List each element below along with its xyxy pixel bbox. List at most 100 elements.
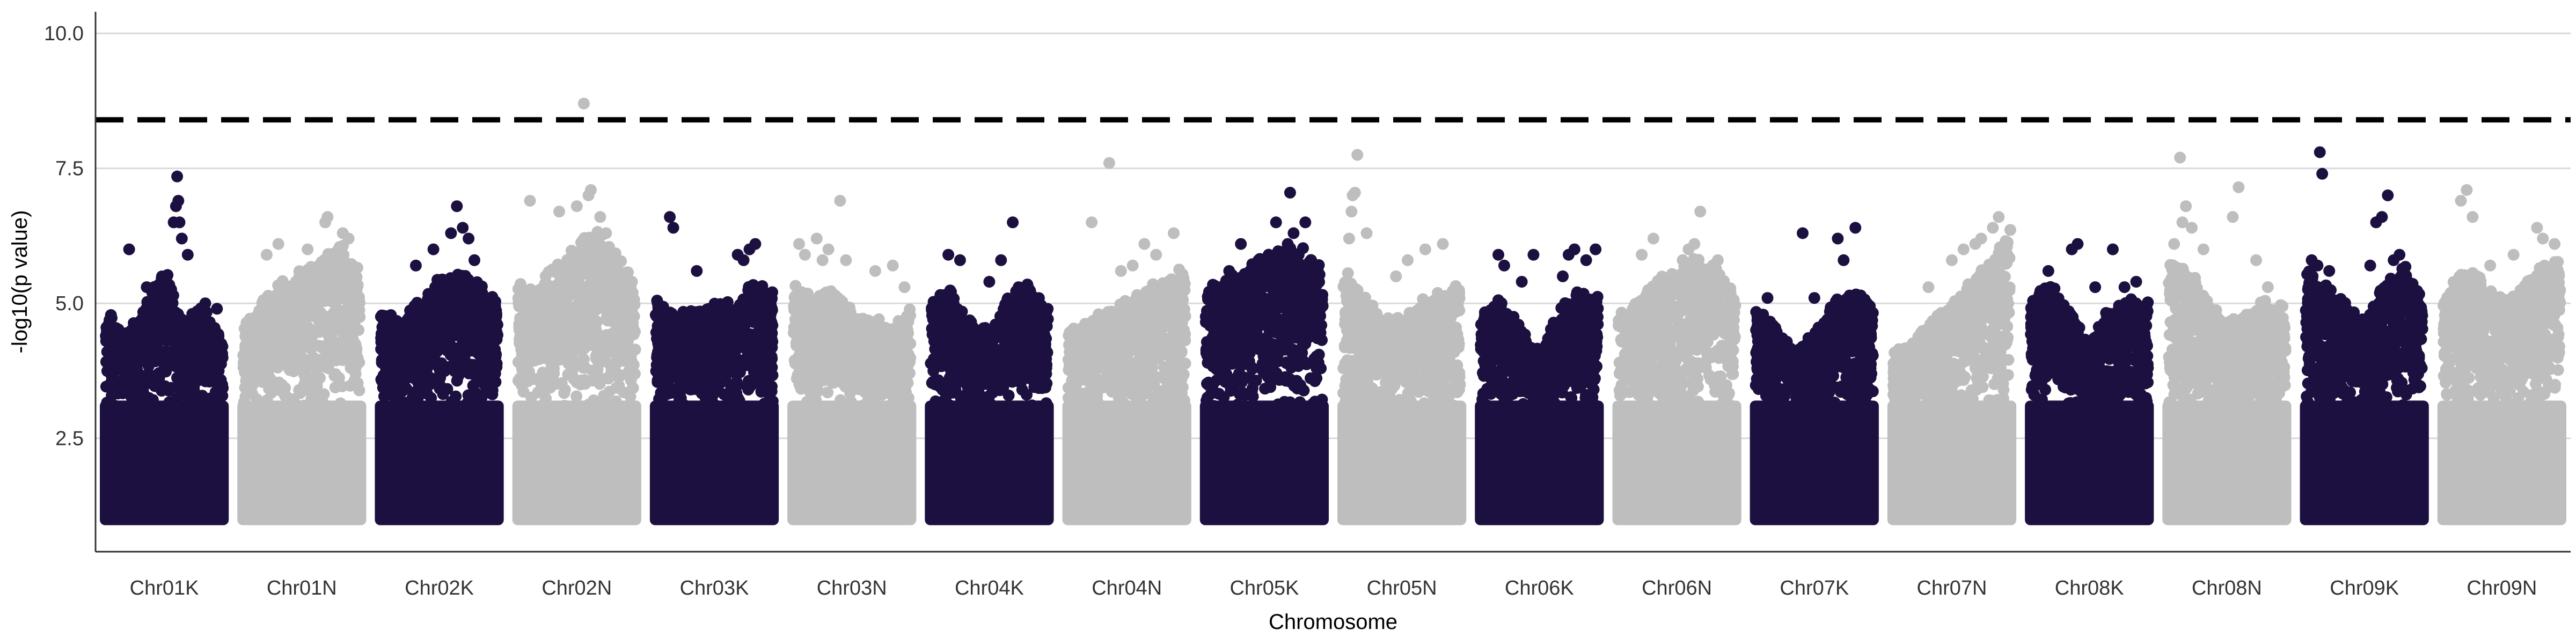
- point: [298, 399, 310, 412]
- point: [163, 279, 175, 291]
- point: [402, 337, 415, 349]
- point: [570, 390, 583, 402]
- point: [333, 342, 345, 355]
- point: [674, 393, 685, 406]
- point: [758, 350, 770, 363]
- point: [301, 279, 313, 291]
- point: [575, 345, 588, 357]
- point: [185, 406, 197, 419]
- point: [800, 306, 811, 319]
- point: [579, 250, 591, 262]
- point: [766, 395, 779, 407]
- point: [194, 362, 207, 374]
- point: [602, 313, 614, 325]
- point: [1011, 349, 1023, 362]
- point: [1026, 399, 1038, 412]
- point: [133, 356, 145, 368]
- point: [822, 405, 834, 418]
- point: [876, 357, 888, 369]
- point: [961, 368, 974, 380]
- point: [171, 372, 183, 384]
- point: [1032, 312, 1044, 324]
- point: [177, 387, 189, 400]
- point: [932, 321, 945, 334]
- point: [618, 288, 630, 301]
- point: [544, 382, 557, 394]
- point: [250, 404, 262, 416]
- point: [433, 324, 445, 336]
- point: [273, 329, 285, 341]
- point: [257, 359, 269, 371]
- point: [164, 358, 176, 370]
- point: [828, 363, 840, 375]
- point: [627, 382, 639, 394]
- point: [653, 352, 665, 364]
- point: [350, 379, 362, 391]
- point: [683, 332, 695, 344]
- point: [692, 320, 704, 332]
- point: [611, 353, 623, 365]
- point: [879, 404, 891, 416]
- point: [383, 316, 396, 328]
- point: [847, 346, 859, 358]
- point: [248, 325, 260, 338]
- point: [619, 316, 632, 328]
- point: [577, 362, 589, 374]
- point: [845, 396, 857, 407]
- point: [146, 370, 158, 382]
- point: [902, 324, 914, 336]
- point: [377, 345, 389, 357]
- dense-block-Chr04N: [1062, 400, 1191, 525]
- point: [550, 401, 562, 413]
- point: [754, 411, 766, 423]
- point: [930, 395, 942, 407]
- point: [110, 362, 122, 374]
- point: [570, 259, 582, 272]
- point: [613, 268, 625, 280]
- point: [445, 407, 458, 420]
- point: [354, 297, 365, 309]
- point: [747, 279, 759, 291]
- point: [567, 372, 580, 385]
- point: [488, 312, 500, 324]
- point: [949, 355, 961, 367]
- point: [532, 386, 544, 399]
- point: [653, 370, 665, 383]
- point: [257, 318, 269, 330]
- point: [140, 332, 152, 345]
- point: [758, 299, 770, 311]
- point: [528, 402, 540, 414]
- point: [810, 369, 822, 382]
- point: [690, 383, 702, 396]
- point: [603, 297, 616, 310]
- dense-block-Chr02K: [375, 400, 504, 525]
- point: [708, 358, 720, 371]
- point: [838, 329, 851, 341]
- point: [153, 281, 165, 293]
- point: [947, 297, 960, 310]
- point: [291, 325, 303, 338]
- point: [895, 346, 908, 358]
- point: [689, 400, 701, 413]
- point: [105, 309, 117, 321]
- point: [318, 388, 330, 400]
- point: [1013, 367, 1026, 379]
- point: [864, 382, 876, 394]
- point: [306, 303, 319, 316]
- chromosome-group-Chr01N: [237, 240, 367, 525]
- point: [983, 396, 996, 408]
- point: [517, 386, 530, 398]
- point: [812, 291, 824, 304]
- point: [443, 300, 456, 312]
- point: [748, 358, 760, 370]
- point: [691, 367, 704, 379]
- dense-block-Chr03N: [787, 400, 917, 525]
- point: [137, 306, 149, 318]
- point: [514, 312, 526, 324]
- point: [455, 302, 466, 314]
- point: [598, 390, 610, 402]
- point: [1032, 322, 1044, 334]
- point: [211, 386, 224, 398]
- point: [467, 388, 479, 400]
- point: [977, 371, 989, 383]
